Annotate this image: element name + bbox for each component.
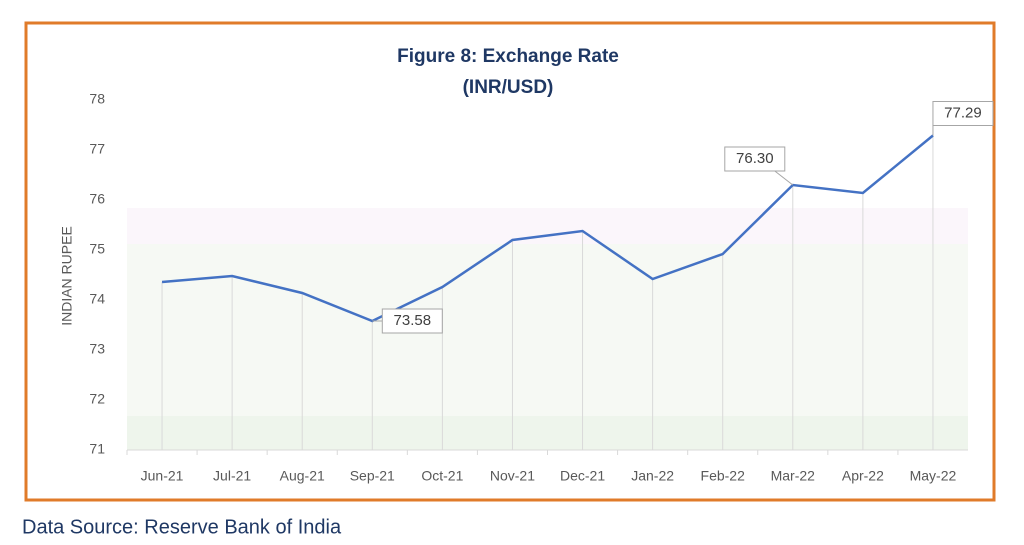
y-tick-label: 75 <box>89 241 105 257</box>
callout-leader <box>774 170 794 186</box>
y-tick-label: 71 <box>89 441 105 457</box>
x-tick-label: Apr-22 <box>842 468 884 484</box>
x-tick-label: Aug-21 <box>280 468 325 484</box>
y-tick-label: 77 <box>89 141 105 157</box>
data-label: 73.58 <box>394 312 432 329</box>
chart-subtitle: (INR/USD) <box>463 77 554 98</box>
x-tick-label: Feb-22 <box>701 468 746 484</box>
background-band <box>127 208 968 244</box>
y-tick-label: 73 <box>89 341 105 357</box>
chart-title: Figure 8: Exchange Rate <box>397 46 619 67</box>
y-tick-label: 72 <box>89 391 105 407</box>
data-label: 76.30 <box>736 150 774 167</box>
x-tick-label: Jul-21 <box>213 468 251 484</box>
x-tick-label: Dec-21 <box>560 468 605 484</box>
x-tick-label: Jan-22 <box>631 468 674 484</box>
x-tick-label: Nov-21 <box>490 468 535 484</box>
y-tick-label: 74 <box>89 291 105 307</box>
x-tick-label: Sep-21 <box>350 468 395 484</box>
data-label: 77.29 <box>944 104 982 121</box>
y-tick-label: 76 <box>89 191 105 207</box>
background-band <box>127 244 968 416</box>
callout-box <box>381 308 443 334</box>
background-band <box>127 416 968 450</box>
callout-box <box>932 101 994 126</box>
x-tick-label: Oct-21 <box>421 468 463 484</box>
source-note: Data Source: Reserve Bank of India <box>22 516 342 538</box>
y-tick-label: 78 <box>89 91 105 107</box>
callout-box <box>724 146 786 172</box>
line-series <box>161 134 934 323</box>
y-axis-label: INDIAN RUPEE <box>59 226 75 326</box>
x-tick-label: Jun-21 <box>141 468 184 484</box>
x-tick-label: Mar-22 <box>771 468 816 484</box>
x-tick-label: May-22 <box>910 468 957 484</box>
